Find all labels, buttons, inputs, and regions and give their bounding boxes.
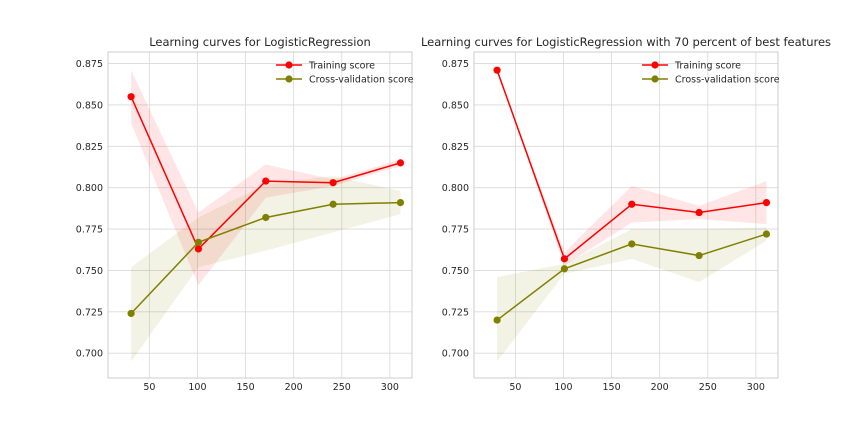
y-tick-label: 0.775 (76, 225, 103, 236)
data-point (695, 208, 703, 217)
data-point (262, 177, 270, 185)
x-tick-label: 300 (381, 382, 399, 393)
x-tick-label: 50 (143, 382, 155, 393)
data-point (695, 251, 703, 260)
y-tick-label: 0.725 (442, 307, 469, 318)
legend-marker (285, 61, 293, 69)
plot-frame (107, 51, 413, 379)
confidence-band (497, 70, 767, 266)
x-tick-label: 150 (236, 382, 254, 393)
confidence-band (131, 176, 401, 362)
y-tick-label: 0.700 (442, 349, 469, 360)
legend-label: Cross-validation score (309, 75, 414, 86)
legend-label: Cross-validation score (675, 75, 780, 86)
x-tick-label: 100 (554, 382, 572, 393)
y-tick-label: 0.750 (76, 266, 103, 277)
x-tick-label: 100 (188, 382, 206, 393)
x-tick-label: 50 (509, 382, 521, 393)
x-tick-label: 200 (285, 382, 303, 393)
plot-frame (473, 51, 779, 379)
y-tick-label: 0.725 (76, 307, 103, 318)
data-point (194, 238, 203, 246)
chart-title: Learning curves for LogisticRegression w… (421, 35, 831, 49)
legend-marker (651, 61, 659, 69)
legend-marker (651, 75, 659, 83)
x-tick-label: 200 (651, 382, 669, 393)
data-point (493, 66, 501, 74)
chart-title: Learning curves for LogisticRegression (149, 35, 371, 49)
data-point (762, 230, 771, 238)
y-tick-label: 0.875 (76, 59, 103, 70)
y-tick-label: 0.700 (76, 349, 103, 360)
x-tick-label: 250 (333, 382, 351, 393)
y-tick-label: 0.800 (442, 183, 469, 194)
data-point (560, 265, 569, 273)
data-point (329, 200, 337, 208)
data-point (262, 213, 270, 222)
data-point (628, 200, 636, 208)
data-point (628, 240, 636, 248)
plot-area (108, 52, 412, 378)
data-point (560, 255, 569, 263)
y-tick-label: 0.825 (442, 142, 469, 153)
x-tick-label: 250 (699, 382, 717, 393)
data-point (194, 245, 203, 253)
y-tick-label: 0.750 (442, 266, 469, 277)
x-tick-label: 150 (602, 382, 620, 393)
data-point (493, 316, 501, 324)
y-tick-label: 0.875 (442, 59, 469, 70)
chart-1: 50 100 150 200 250 300 0.700 0.725 0.750 0.775 0.8… (76, 35, 414, 393)
plot-area (474, 52, 778, 378)
data-point (762, 198, 771, 207)
x-tick-label: 300 (747, 382, 765, 393)
y-tick-label: 0.825 (76, 142, 103, 153)
data-point (127, 309, 135, 318)
data-point (396, 159, 405, 167)
chart-2: 50 100 150 200 250 300 0.700 0.725 0.750 0.775 0.8… (421, 35, 831, 393)
y-tick-label: 0.850 (76, 100, 103, 111)
confidence-band (497, 227, 767, 362)
legend-marker (285, 75, 293, 83)
legend-label: Training score (674, 61, 741, 72)
y-tick-label: 0.800 (76, 183, 103, 194)
y-tick-label: 0.850 (442, 100, 469, 111)
y-tick-label: 0.775 (442, 225, 469, 236)
data-point (127, 93, 135, 101)
legend-label: Training score (308, 61, 375, 72)
data-point (396, 198, 405, 207)
data-point (329, 179, 337, 187)
